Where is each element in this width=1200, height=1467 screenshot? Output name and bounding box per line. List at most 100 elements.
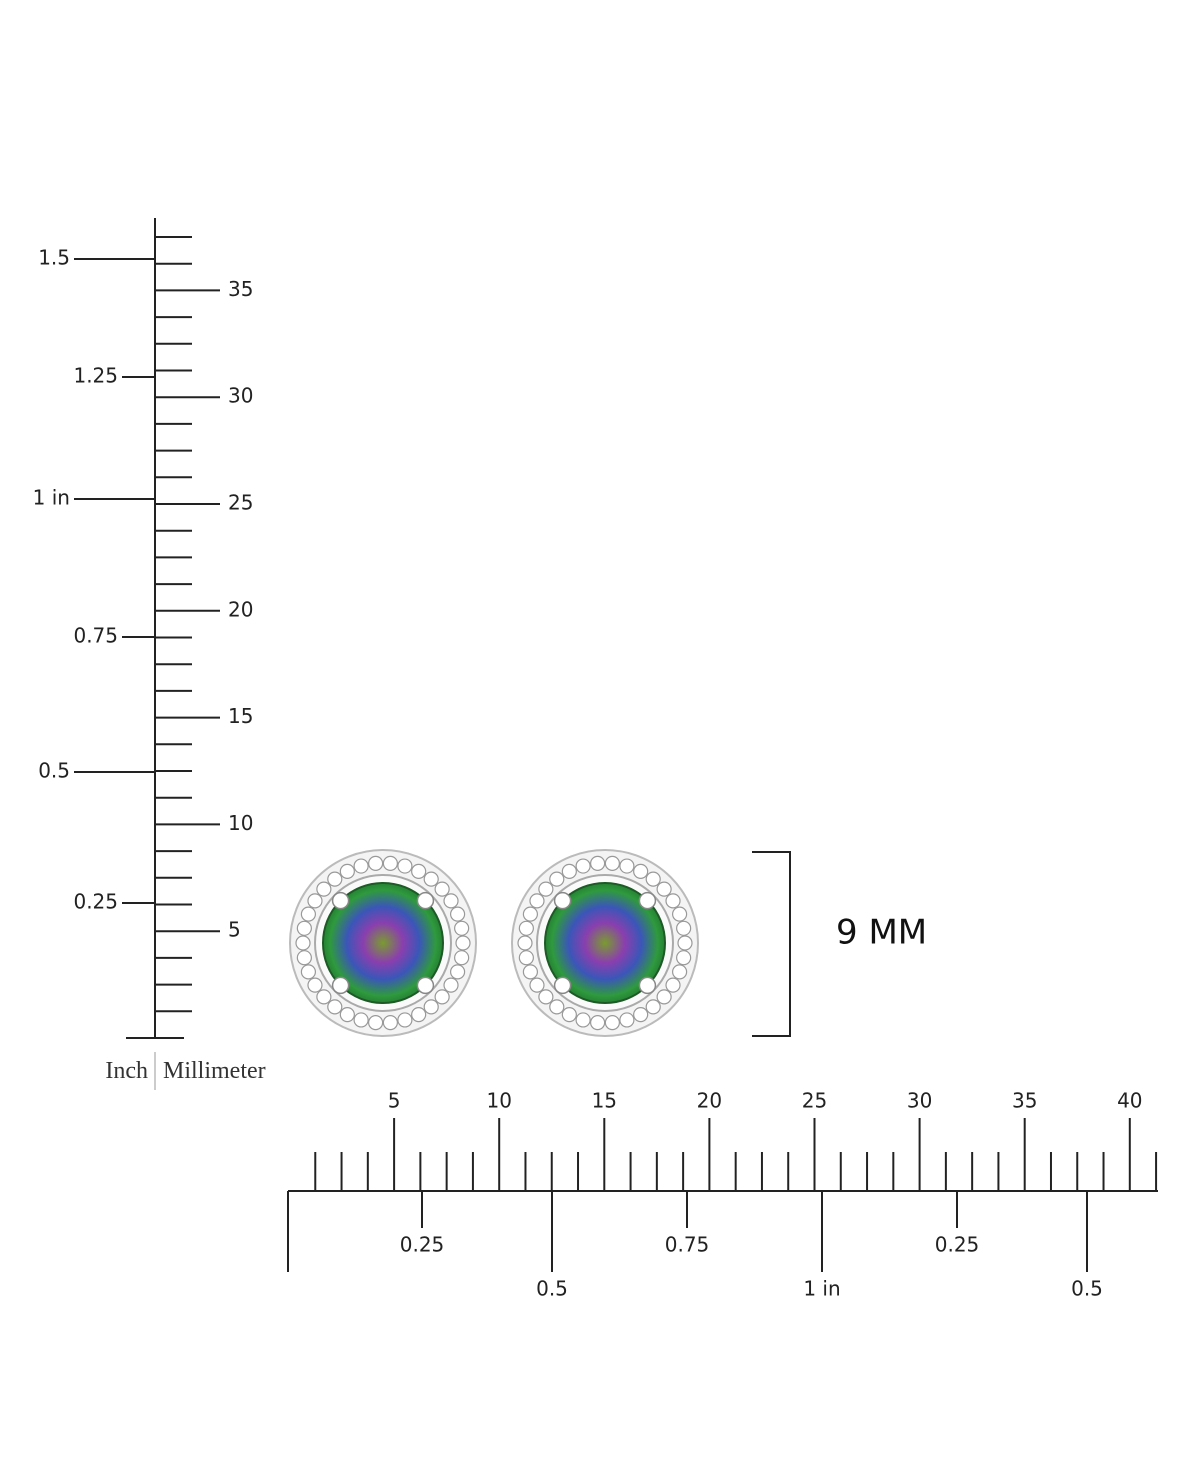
tick-label: 0.5 xyxy=(536,1277,568,1301)
halo-stone xyxy=(517,935,533,951)
prong xyxy=(553,891,572,910)
tick-label: 20 xyxy=(697,1089,722,1113)
prong xyxy=(416,891,435,910)
halo-stone xyxy=(339,1007,355,1023)
tick-label: 0.25 xyxy=(935,1233,980,1257)
tick-label: 10 xyxy=(486,1089,511,1113)
halo-stone xyxy=(296,950,312,966)
halo-stone xyxy=(604,1015,620,1031)
halo-stone xyxy=(518,950,534,966)
halo-stone xyxy=(549,999,565,1015)
tick-label: 5 xyxy=(388,1089,401,1113)
halo-stone xyxy=(449,964,466,980)
halo-stone xyxy=(316,989,332,1005)
tick-label: 25 xyxy=(802,1089,827,1113)
unit-label: Inch xyxy=(105,1058,148,1084)
tick-label: 5 xyxy=(228,918,241,942)
tick-label: 0.25 xyxy=(73,890,118,914)
halo-stone xyxy=(549,871,565,887)
halo-stone xyxy=(665,977,681,993)
halo-stone xyxy=(676,950,692,966)
halo-stone xyxy=(368,855,384,871)
halo-stone xyxy=(645,999,661,1015)
tick-label: 40 xyxy=(1117,1089,1142,1113)
halo-stone xyxy=(382,855,398,871)
halo-stone xyxy=(656,881,672,897)
halo-stone xyxy=(300,906,317,922)
halo-stone xyxy=(671,964,688,980)
halo-stone xyxy=(423,871,439,887)
halo-stone xyxy=(656,989,672,1005)
prong xyxy=(638,891,657,910)
halo-stone xyxy=(443,893,459,909)
unit-label: Millimeter xyxy=(163,1058,266,1084)
halo-stone xyxy=(522,906,539,922)
gem xyxy=(322,882,444,1004)
tick-label: 20 xyxy=(228,597,253,621)
tick-label: 1 in xyxy=(803,1277,840,1301)
halo-stone xyxy=(677,935,693,951)
tick-label: 0.5 xyxy=(1071,1277,1103,1301)
halo-stone xyxy=(619,1012,635,1028)
halo-stone xyxy=(397,858,413,874)
halo-stone xyxy=(561,863,577,879)
gem xyxy=(544,882,666,1004)
tick-label: 25 xyxy=(228,491,253,515)
halo-stone xyxy=(590,1015,606,1031)
halo-stone xyxy=(316,881,332,897)
halo-stone xyxy=(423,999,439,1015)
halo-stone xyxy=(353,858,369,874)
tick-label: 35 xyxy=(1012,1089,1037,1113)
dimension-label: 9 MM xyxy=(836,913,927,953)
tick-label: 15 xyxy=(228,704,253,728)
halo-stone xyxy=(518,920,534,936)
halo-stone xyxy=(455,935,471,951)
halo-stone xyxy=(411,1007,427,1023)
halo-stone xyxy=(575,1012,591,1028)
tick-label: 35 xyxy=(228,277,253,301)
prong xyxy=(331,891,350,910)
halo-stone xyxy=(529,893,545,909)
halo-stone xyxy=(665,893,681,909)
tick-label: 0.75 xyxy=(665,1233,710,1257)
halo-stone xyxy=(671,906,688,922)
dimension-bracket xyxy=(752,851,791,1037)
tick-label: 0.25 xyxy=(400,1233,445,1257)
halo-stone xyxy=(327,871,343,887)
earrings xyxy=(289,849,699,1037)
halo-stone xyxy=(434,989,450,1005)
halo-stone xyxy=(295,935,311,951)
halo-stone xyxy=(307,893,323,909)
halo-stone xyxy=(353,1012,369,1028)
halo-stone xyxy=(529,977,545,993)
halo-stone xyxy=(454,920,470,936)
halo-stone xyxy=(522,964,539,980)
halo-stone xyxy=(575,858,591,874)
prong xyxy=(638,976,657,995)
halo-stone xyxy=(645,871,661,887)
halo-stone xyxy=(676,920,692,936)
halo-stone xyxy=(296,920,312,936)
halo-stone xyxy=(619,858,635,874)
prong xyxy=(416,976,435,995)
tick-label: 15 xyxy=(592,1089,617,1113)
halo-stone xyxy=(604,855,620,871)
tick-label: 30 xyxy=(228,384,253,408)
halo-stone xyxy=(307,977,323,993)
halo-stone xyxy=(434,881,450,897)
tick-label: 10 xyxy=(228,811,253,835)
tick-label: 1 in xyxy=(33,486,70,510)
halo-stone xyxy=(538,989,554,1005)
tick-label: 1.5 xyxy=(38,246,70,270)
prong xyxy=(331,976,350,995)
prong xyxy=(553,976,572,995)
halo-stone xyxy=(327,999,343,1015)
halo-stone xyxy=(633,863,649,879)
halo-stone xyxy=(339,863,355,879)
halo-stone xyxy=(449,906,466,922)
halo-stone xyxy=(382,1015,398,1031)
halo-stone xyxy=(590,855,606,871)
halo-stone xyxy=(300,964,317,980)
tick-label: 0.75 xyxy=(73,624,118,648)
